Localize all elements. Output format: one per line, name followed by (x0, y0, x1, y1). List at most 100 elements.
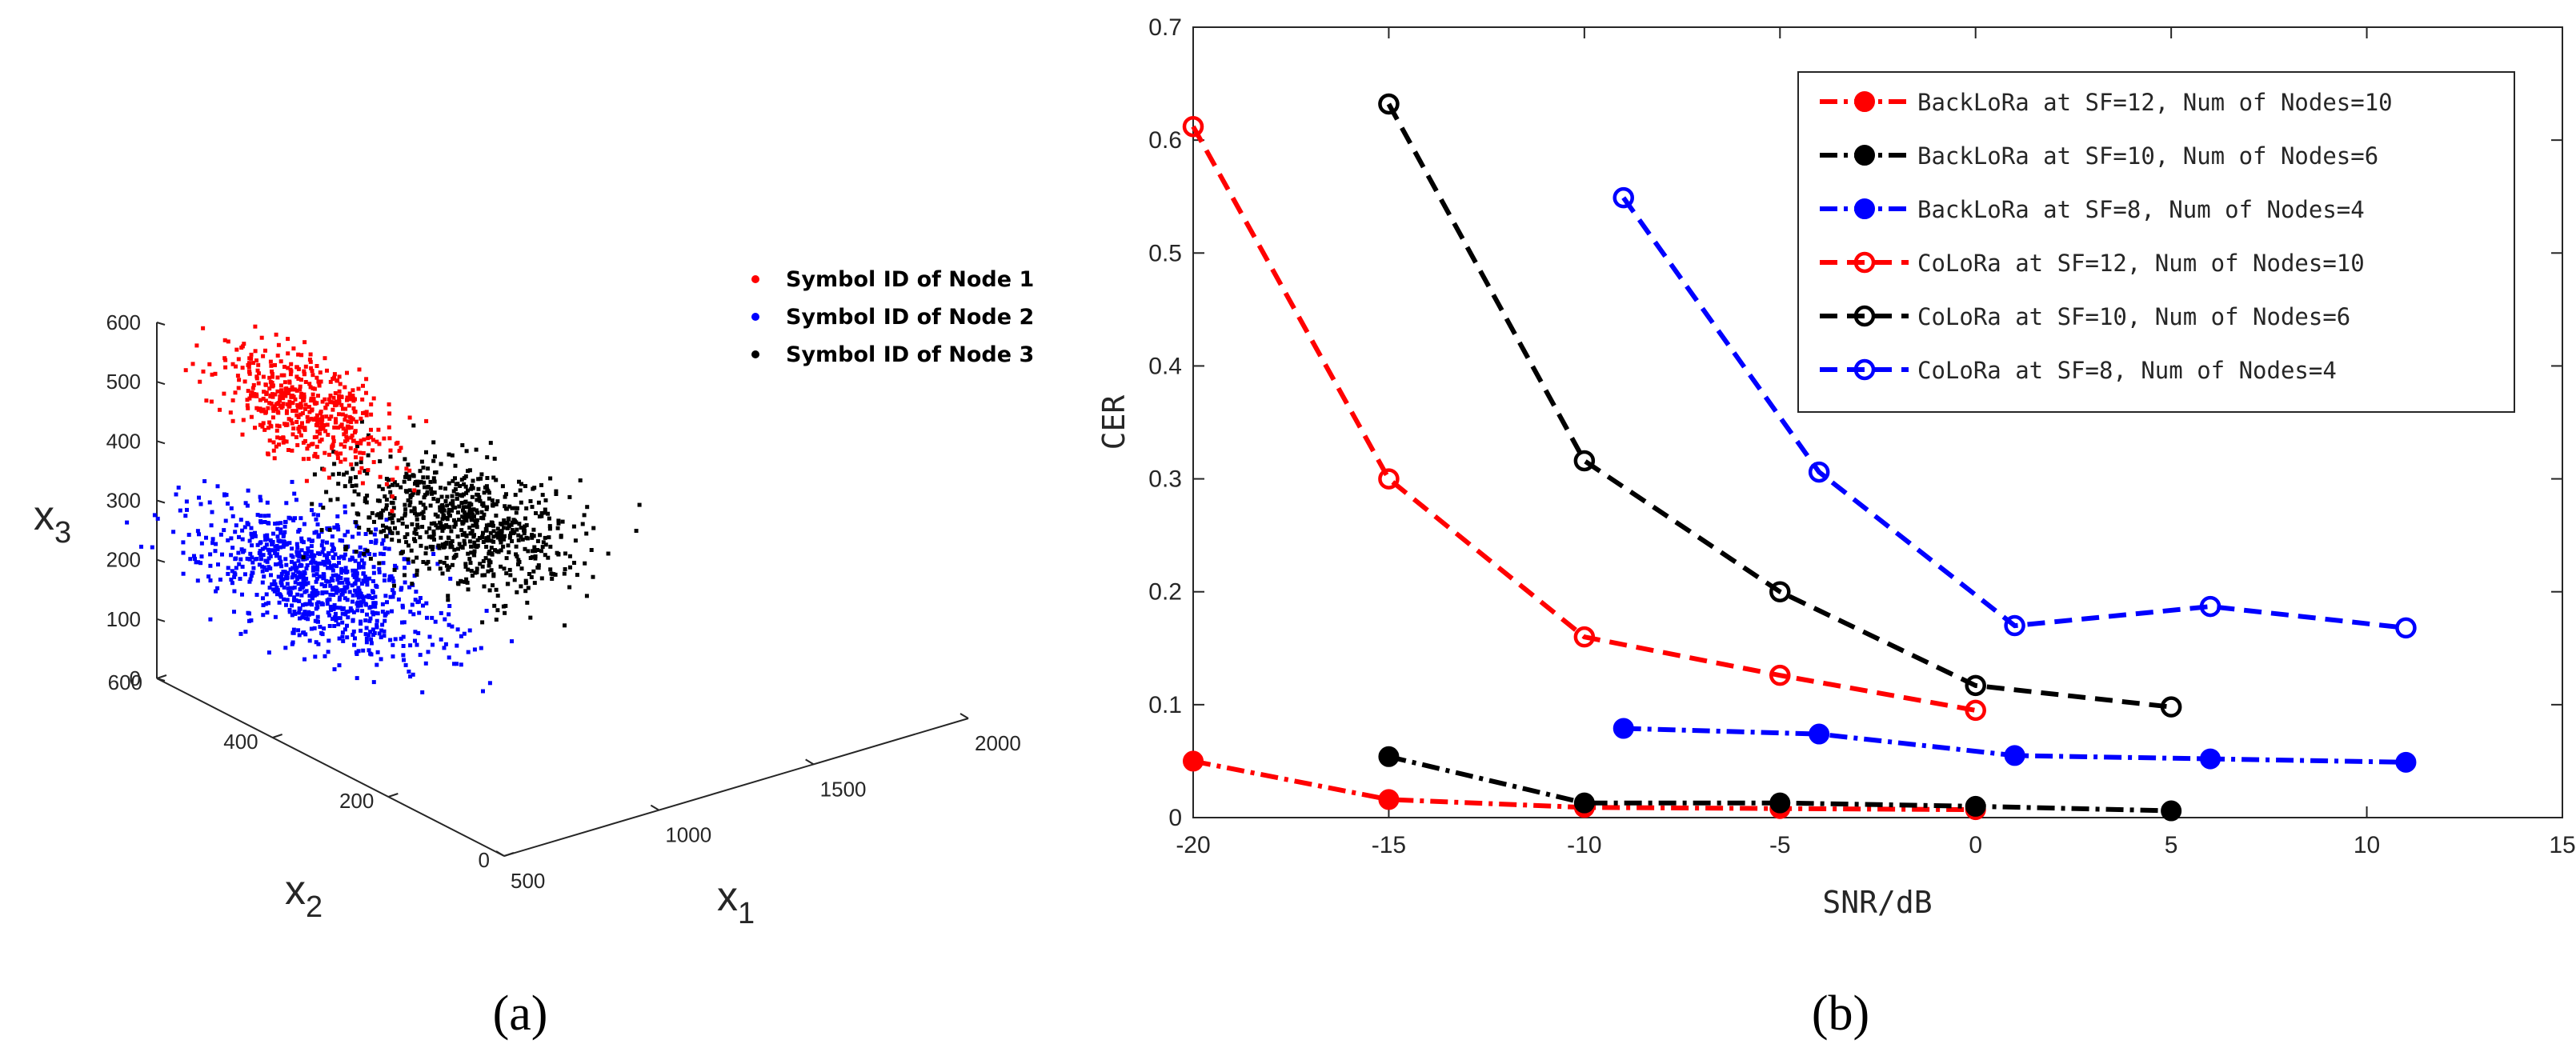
scatter-point (374, 539, 379, 544)
scatter-point (254, 392, 258, 397)
scatter-point (462, 631, 467, 636)
scatter-point (181, 571, 186, 576)
scatter-point (381, 508, 386, 513)
scatter-point (403, 566, 407, 570)
scatter-point (285, 576, 289, 581)
scatter-point (321, 572, 326, 577)
scatter-point (403, 507, 408, 512)
scatter-point (371, 579, 375, 583)
scatter-point (539, 549, 543, 554)
scatter-point (246, 488, 250, 493)
scatter-point (298, 582, 303, 586)
scatter-point (258, 406, 262, 411)
scatter-point (442, 526, 446, 530)
scatter-point (278, 580, 283, 585)
scatter-point (540, 493, 545, 498)
scatter-point (535, 538, 540, 543)
scatter-point (354, 590, 359, 594)
scatter-point (375, 622, 379, 627)
scatter-point (240, 537, 245, 542)
legend-label-node-2: Symbol ID of Node 2 (786, 305, 1034, 330)
scatter-point (358, 470, 362, 474)
scatter-point (291, 518, 296, 522)
scatter-point (413, 527, 418, 532)
scatter-point (468, 531, 473, 536)
x3-tick (156, 322, 166, 326)
scatter-point (298, 516, 303, 521)
scatter-point (275, 410, 280, 414)
scatter-point (494, 587, 499, 592)
scatter-point (268, 394, 273, 399)
scatter-point (274, 562, 278, 566)
scatter-point (251, 382, 256, 387)
scatter-point (444, 555, 449, 560)
scatter-point (310, 442, 315, 446)
scatter-point (358, 590, 363, 595)
scatter-point (327, 613, 332, 618)
axis-x1-line (503, 718, 969, 857)
scatter-point (282, 524, 287, 529)
scatter-point (320, 590, 325, 594)
scatter-point (229, 578, 234, 582)
scatter-point (397, 449, 402, 454)
scatter-point (313, 560, 318, 565)
scatter-point (291, 426, 296, 431)
scatter-point (367, 648, 371, 653)
scatter-point (233, 530, 238, 534)
scatter-point (343, 385, 347, 390)
scatter-point (551, 572, 556, 577)
scatter-point (254, 557, 259, 561)
scatter-point (328, 379, 333, 384)
scatter-point (495, 549, 499, 554)
scatter-point (294, 598, 298, 602)
scatter-point (536, 566, 541, 570)
scatter-point (391, 654, 395, 659)
scatter-point (354, 475, 358, 479)
scatter-point (573, 538, 578, 543)
scatter-point (262, 565, 266, 570)
scatter-point (411, 612, 416, 617)
scatter-point (390, 538, 395, 542)
scatter-point (559, 534, 563, 538)
scatter-point (285, 582, 290, 586)
scatter-point (286, 448, 290, 452)
scatter-point (399, 636, 403, 641)
scatter-point (270, 392, 274, 397)
scatter-point (294, 409, 298, 413)
scatter-point (343, 585, 347, 590)
scatter-point (236, 386, 241, 390)
scatter-point (481, 501, 486, 506)
scatter-point (377, 570, 382, 574)
scatter-point (381, 538, 386, 542)
scatter-point (209, 523, 214, 528)
scatter-point (431, 458, 436, 463)
scatter-point (297, 606, 302, 611)
scatter-point (337, 394, 342, 398)
scatter-point (354, 483, 359, 488)
scatter-point (379, 551, 383, 556)
scatter-point (510, 539, 515, 543)
scatter-point (263, 382, 268, 387)
scatter-point (230, 546, 235, 550)
data-point (1378, 468, 1400, 490)
scatter-point (403, 535, 407, 539)
scatter-point (328, 394, 333, 398)
scatter-point (355, 676, 359, 681)
scatter-point (263, 348, 267, 353)
scatter-point (514, 544, 519, 549)
scatter-point (240, 592, 244, 597)
x-tick-label: 0 (1969, 832, 1982, 858)
scatter-point (343, 533, 347, 538)
scatter-point (334, 417, 338, 422)
scatter-point (407, 415, 412, 420)
scatter-point (532, 545, 537, 550)
scatter-point (366, 436, 371, 441)
scatter-point (334, 606, 339, 610)
scatter-point (466, 587, 471, 592)
scatter-point (340, 620, 345, 625)
scatter-point (504, 506, 509, 511)
scatter-point (275, 375, 280, 380)
scatter-point (230, 362, 235, 366)
scatter-point (222, 391, 226, 396)
scatter-point (575, 573, 579, 578)
